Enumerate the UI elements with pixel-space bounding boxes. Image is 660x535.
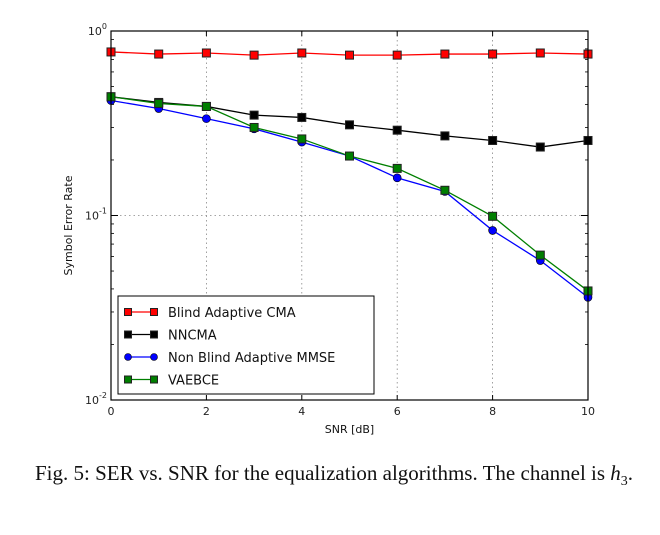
data-point <box>392 125 402 135</box>
legend-marker <box>124 330 132 339</box>
legend-label: NNCMA <box>168 329 217 344</box>
data-point <box>488 226 497 235</box>
data-point <box>440 185 450 195</box>
data-point <box>392 50 402 60</box>
data-point <box>345 120 354 130</box>
x-axis-ticks: 0 2 4 6 8 10 <box>108 31 595 418</box>
legend-label: Blind Adaptive CMA <box>168 306 296 321</box>
data-point <box>535 48 545 58</box>
legend-marker <box>150 353 158 361</box>
data-point <box>201 48 211 58</box>
data-point <box>154 98 164 108</box>
figure-caption: Fig. 5: SER vs. SNR for the equalization… <box>35 460 650 495</box>
y-axis-label: Symbol Error Rate <box>62 175 75 275</box>
series-layer <box>106 47 593 302</box>
data-point <box>345 50 354 60</box>
data-point <box>440 131 450 141</box>
legend-label: Non Blind Adaptive MMSE <box>168 351 335 366</box>
legend-item: Non Blind Adaptive MMSE <box>124 351 335 366</box>
y-tick-label: 10-2 <box>85 391 107 407</box>
legend-item: Blind Adaptive CMA <box>124 306 296 321</box>
legend-item: VAEBCE <box>124 374 219 389</box>
caption-suffix: . <box>627 461 634 485</box>
x-axis-label: SNR [dB] <box>325 423 374 436</box>
series-nncma <box>106 92 593 152</box>
legend: Blind Adaptive CMA NNCMA Non Blind Adaptiv… <box>117 295 375 395</box>
legend-marker <box>150 330 158 339</box>
data-point <box>202 114 211 123</box>
data-point <box>488 49 498 59</box>
x-tick-label: 4 <box>298 405 305 418</box>
data-point <box>392 163 402 173</box>
data-point <box>297 112 307 122</box>
caption-math-var: h <box>610 461 621 485</box>
x-tick-label: 10 <box>581 405 595 418</box>
data-point <box>392 173 402 183</box>
data-point <box>345 151 354 161</box>
series-blind-adaptive-cma <box>106 47 593 60</box>
data-point <box>249 122 259 132</box>
data-point <box>535 142 545 152</box>
legend-marker <box>124 375 132 384</box>
data-point <box>297 134 307 144</box>
legend-marker <box>124 308 132 316</box>
ser-vs-snr-chart: 0 2 4 6 8 10 10-2 10-1 100 SNR [dB] Symbol Erro… <box>62 22 595 436</box>
legend-marker <box>150 308 158 316</box>
caption-text: Fig. 5: SER vs. SNR for the equalization… <box>35 461 611 485</box>
x-tick-label: 8 <box>489 405 496 418</box>
legend-marker <box>150 375 158 384</box>
data-point <box>535 250 545 260</box>
legend-marker <box>124 353 132 361</box>
data-point <box>297 48 307 58</box>
data-point <box>154 49 164 59</box>
y-axis-ticks: 10-2 10-1 100 <box>85 22 588 407</box>
data-point <box>488 135 498 145</box>
x-tick-label: 2 <box>203 405 210 418</box>
data-point <box>440 49 450 59</box>
y-tick-label: 100 <box>88 22 107 38</box>
legend-label: VAEBCE <box>168 374 219 389</box>
series-line <box>110 99 589 298</box>
data-point <box>201 101 211 111</box>
caption-math-sub: 3 <box>620 474 628 490</box>
legend-box <box>117 295 375 395</box>
x-tick-label: 0 <box>108 405 115 418</box>
data-point <box>249 50 259 60</box>
x-tick-label: 6 <box>394 405 401 418</box>
data-point <box>488 211 498 221</box>
data-point <box>249 110 259 120</box>
y-tick-label: 10-1 <box>85 207 107 223</box>
legend-item: NNCMA <box>124 329 217 344</box>
